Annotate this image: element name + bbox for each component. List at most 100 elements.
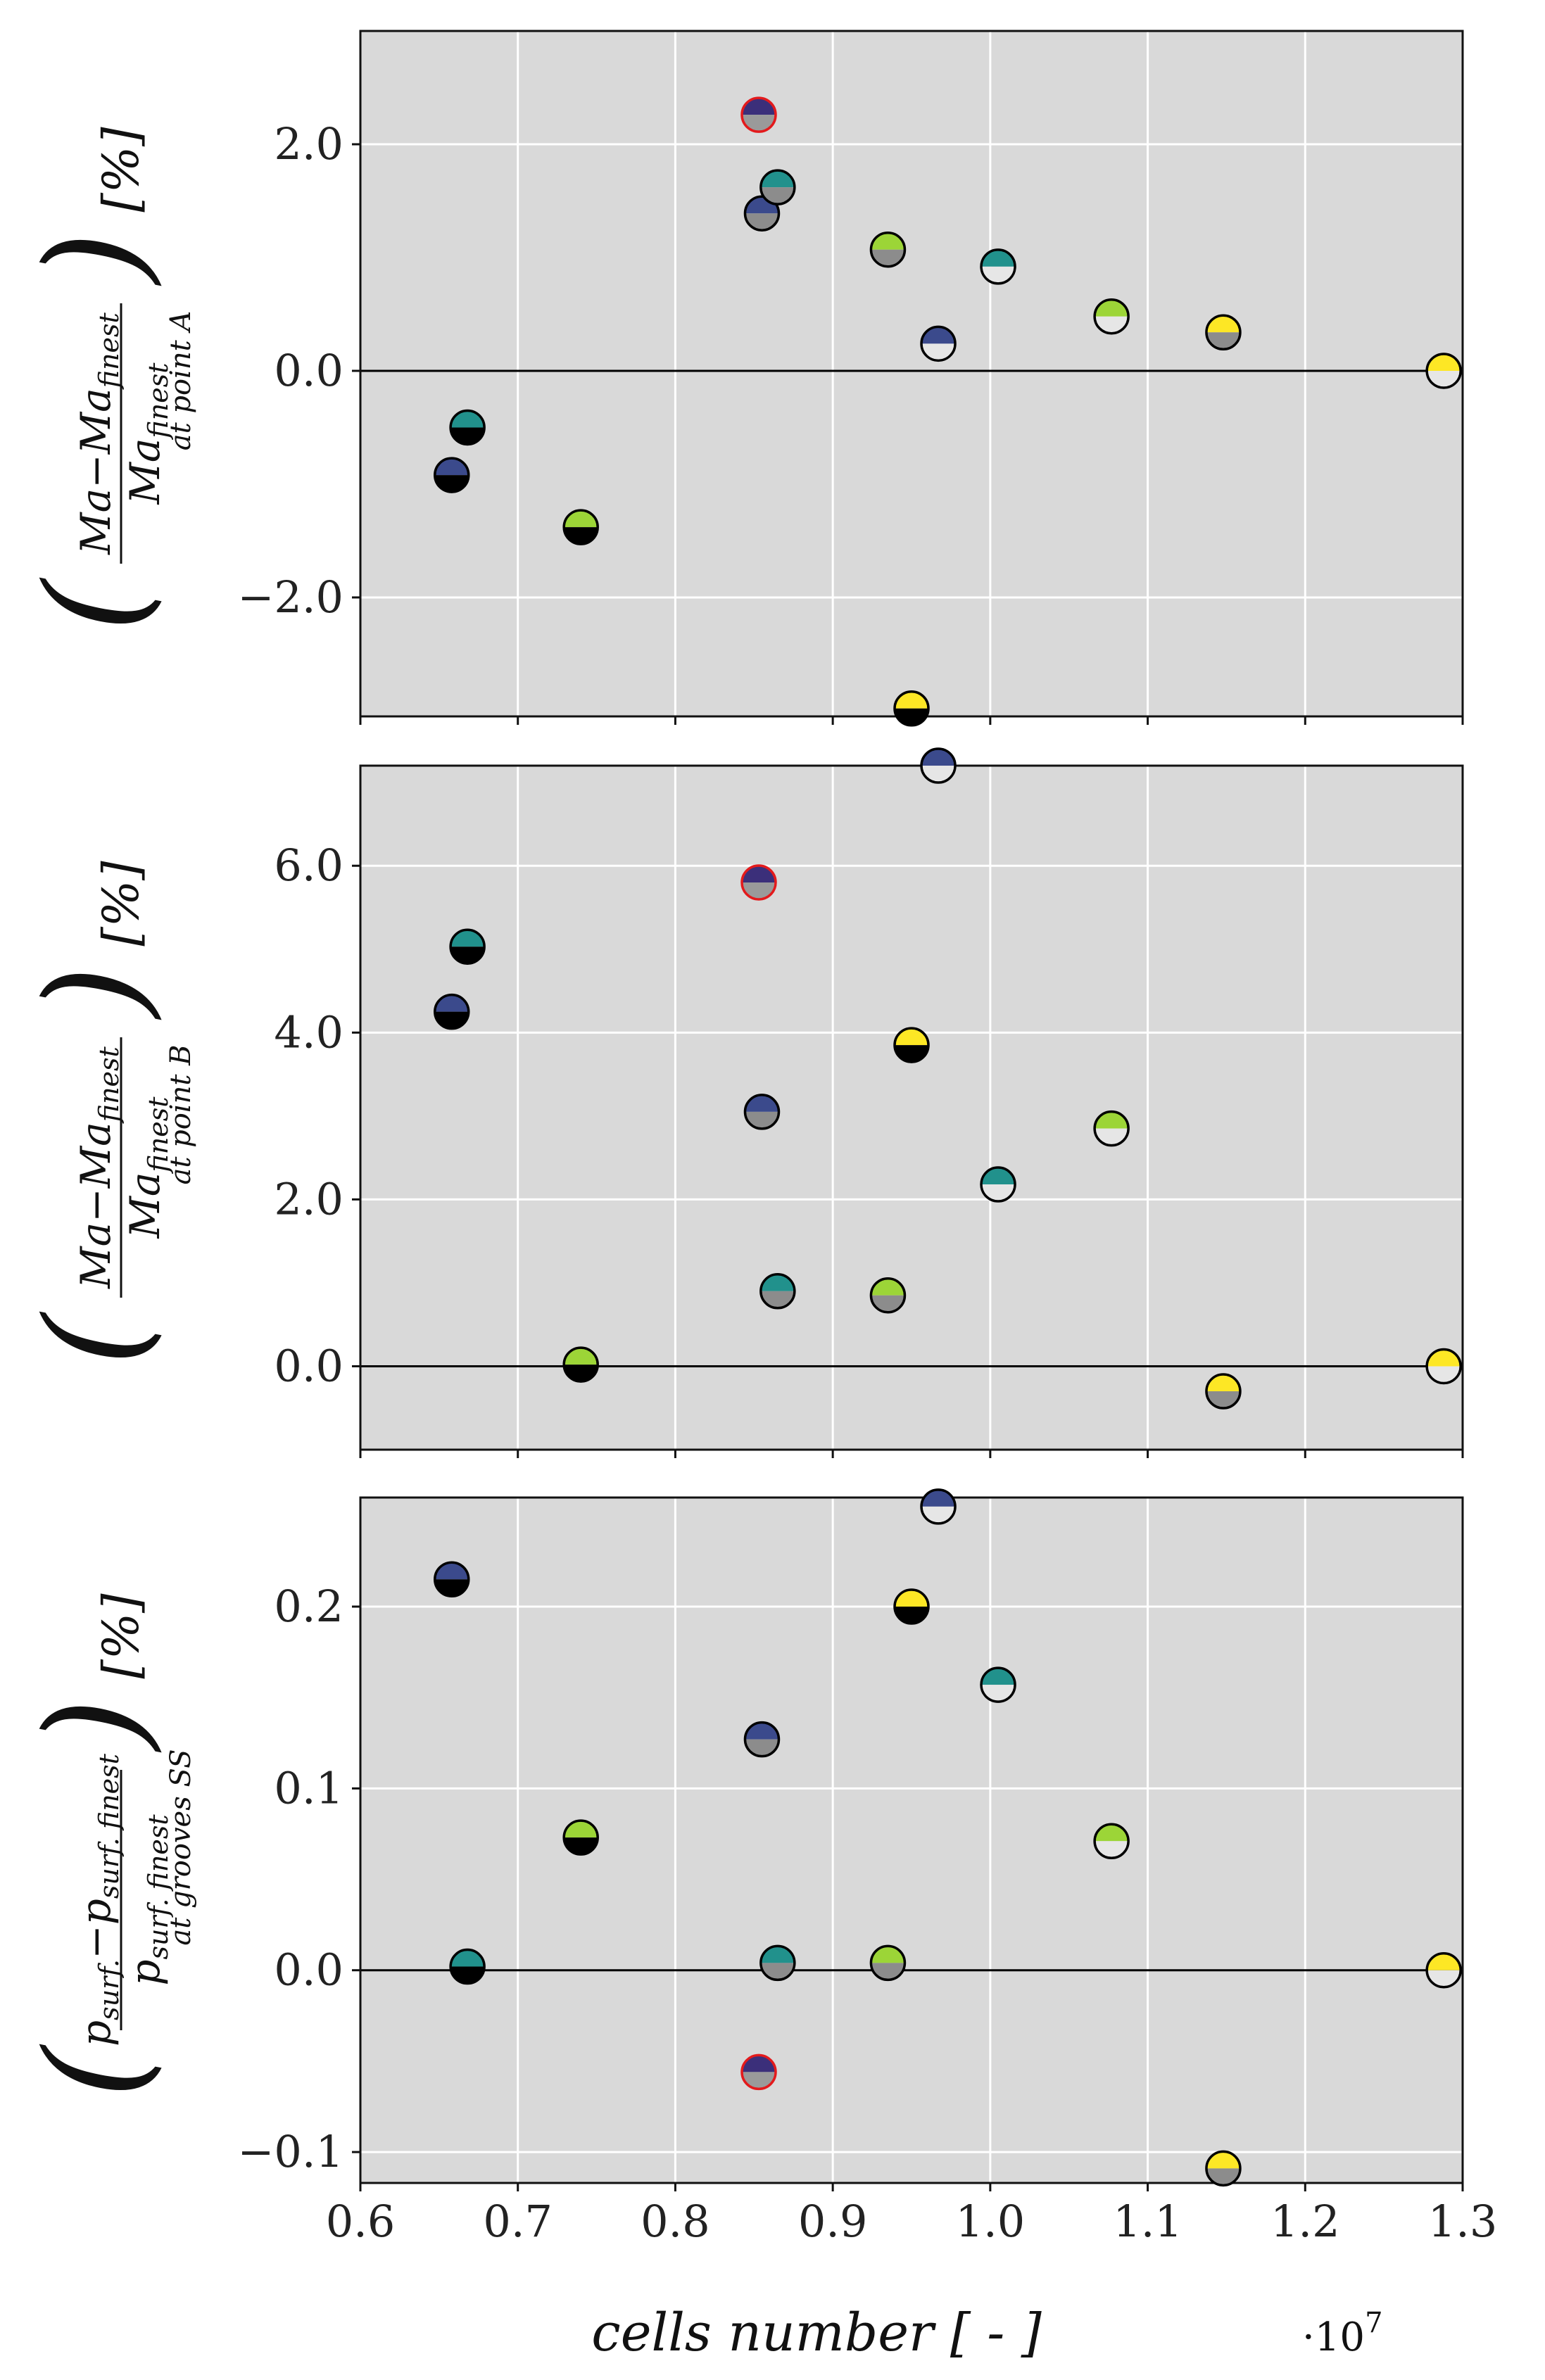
x-axis-scale-exponent: 7 xyxy=(1365,2307,1382,2339)
data-point xyxy=(1425,353,1462,389)
x-axis: 0.6 0.7 0.8 0.9 1.0 1.1 1.2 1.3 cells number [ … xyxy=(326,2196,1498,2363)
data-point-outline xyxy=(893,690,930,727)
x-axis-scale-label: ·107 xyxy=(1302,2307,1383,2360)
data-point-top-half xyxy=(450,410,485,428)
x-tick-label: 1.2 xyxy=(1270,2196,1340,2247)
data-point-outline xyxy=(893,1588,930,1625)
data-point xyxy=(1093,1110,1130,1147)
data-point xyxy=(1205,2150,1242,2187)
x-axis-label: cells number [ - ] xyxy=(591,2303,1042,2363)
data-point-bottom-half xyxy=(1427,370,1461,388)
y-label-denominator: psurf. finest xyxy=(121,1814,174,1986)
data-point-outline xyxy=(1425,1348,1462,1385)
data-point-bottom-half xyxy=(921,1506,956,1524)
data-point-outline xyxy=(740,2053,777,2091)
data-point-top-half xyxy=(895,1028,928,1046)
data-point-bottom-half xyxy=(1427,1970,1461,1987)
data-point-bottom-half xyxy=(450,947,485,964)
x-tick-label: 1.0 xyxy=(956,2196,1026,2247)
data-point-bottom-half xyxy=(745,1111,779,1129)
data-point-top-half xyxy=(1095,299,1129,317)
y-label-close-paren: ) xyxy=(17,966,172,1020)
data-point-top-half xyxy=(895,691,928,709)
y-label-unit: [%] xyxy=(92,127,150,213)
data-point xyxy=(869,1944,907,1982)
data-point-bottom-half xyxy=(921,343,956,361)
data-point-bottom-half xyxy=(871,249,905,267)
plot-frame xyxy=(359,1496,1464,2184)
x-tick-label: 0.7 xyxy=(483,2196,553,2247)
y-tick-label: 2.0 xyxy=(274,1173,343,1224)
data-point xyxy=(1425,1951,1462,1989)
data-point xyxy=(562,509,599,545)
data-point xyxy=(920,1488,957,1525)
data-point xyxy=(980,248,1016,285)
data-point-outline xyxy=(449,928,486,965)
data-point xyxy=(759,1273,796,1310)
x-tick-label: 0.8 xyxy=(641,2196,710,2247)
data-point-bottom-half xyxy=(895,1045,928,1063)
y-label-open-paren: ( xyxy=(17,577,172,632)
x-tick-label: 1.3 xyxy=(1428,2196,1498,2247)
data-point-top-half xyxy=(1206,315,1240,333)
data-point-top-half xyxy=(921,1489,956,1507)
data-point-bottom-half xyxy=(450,1966,485,1984)
data-point-outline xyxy=(759,1273,796,1310)
data-point-top-half xyxy=(871,1946,905,1963)
data-point-outline xyxy=(920,325,957,362)
data-point-bottom-half xyxy=(1206,332,1240,350)
data-point-outline xyxy=(920,1488,957,1525)
data-point xyxy=(449,928,486,965)
data-point-top-half xyxy=(871,232,905,250)
data-point xyxy=(434,1561,470,1598)
data-point-bottom-half xyxy=(871,1295,905,1312)
data-point-outline xyxy=(449,409,486,446)
data-point-bottom-half xyxy=(1206,1391,1240,1409)
y-tick-label: 2.0 xyxy=(274,118,343,170)
data-point xyxy=(743,1721,781,1758)
data-point xyxy=(869,231,907,268)
x-axis-scale-base: ·10 xyxy=(1302,2315,1365,2360)
data-point xyxy=(562,1819,599,1856)
data-point-outline xyxy=(1425,353,1462,389)
data-point-bottom-half xyxy=(741,115,776,132)
data-point-top-half xyxy=(741,865,776,882)
data-point-top-half xyxy=(1095,1111,1129,1129)
data-point-top-half xyxy=(921,327,956,344)
y-tick-label: 0.0 xyxy=(274,1340,343,1391)
y-label-denominator: Mafinest xyxy=(121,1096,174,1239)
y-label-location: at grooves SS xyxy=(165,1749,197,1945)
y-tick-label: 0.0 xyxy=(274,1944,343,1996)
y-label-denominator: Mafinest xyxy=(121,362,174,505)
data-point-outline xyxy=(743,1094,781,1130)
data-point-top-half xyxy=(871,1278,905,1296)
y-label-unit: [%] xyxy=(92,861,150,947)
data-point-outline xyxy=(743,195,781,232)
data-point xyxy=(759,169,796,205)
data-point-top-half xyxy=(1095,1824,1129,1842)
data-point-bottom-half xyxy=(434,475,469,493)
data-point-outline xyxy=(1093,1110,1130,1147)
data-point-outline xyxy=(920,747,957,784)
data-point-outline xyxy=(1205,2150,1242,2187)
data-point xyxy=(980,1166,1016,1203)
data-point-bottom-half xyxy=(564,527,598,545)
data-point-top-half xyxy=(1206,2151,1240,2169)
data-point xyxy=(893,1027,930,1063)
data-point-outline xyxy=(759,169,796,205)
y-tick-label: −2.0 xyxy=(237,571,343,623)
data-point-outline xyxy=(893,1027,930,1063)
data-point-top-half xyxy=(450,930,485,947)
data-point-top-half xyxy=(434,994,469,1012)
data-point-top-half xyxy=(564,1821,598,1838)
y-label-open-paren: ( xyxy=(17,1311,172,1366)
data-point xyxy=(893,690,930,727)
data-point-bottom-half xyxy=(760,1963,795,1980)
data-point-top-half xyxy=(1427,1349,1461,1367)
data-point-outline xyxy=(1093,298,1130,335)
